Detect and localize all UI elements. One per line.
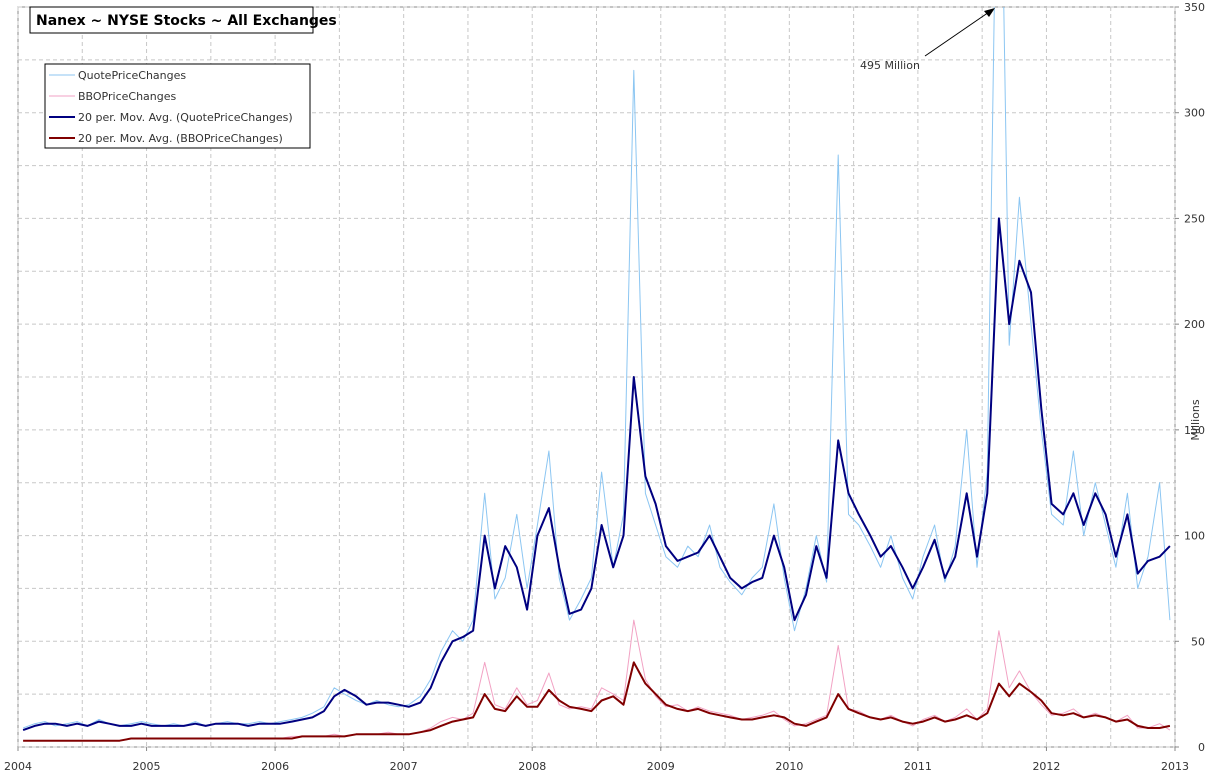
y-tick-label: 350 [1184,1,1205,14]
x-tick-label: 2013 [1161,760,1189,773]
legend-label: 20 per. Mov. Avg. (BBOPriceChanges) [78,132,283,145]
axes: 0 50 100 150 200 250 300 350 2004 2005 2006 2007 200… [4,1,1205,773]
y-tick-label: 100 [1184,530,1205,543]
chart-title: Nanex ~ NYSE Stocks ~ All Exchanges [36,13,337,29]
annotation-arrow [924,9,993,57]
x-tick-label: 2010 [775,760,803,773]
legend: QuotePriceChanges BBOPriceChanges 20 per. … [44,63,311,149]
y-tick-label: 250 [1184,212,1205,225]
x-tick-label: 2007 [390,760,418,773]
legend-label: QuotePriceChanges [78,69,186,82]
x-tick-label: 2004 [4,760,32,773]
y-tick-label: 50 [1191,635,1205,648]
series-line [23,661,1171,742]
title-box [29,6,314,34]
arrow-head [984,8,995,17]
legend-box [44,63,311,149]
annotation: 495 Million [860,59,920,72]
y-axis-label: Millions [1189,399,1202,440]
legend-label: 20 per. Mov. Avg. (QuotePriceChanges) [78,111,293,124]
x-tick-label: 2006 [261,760,289,773]
legend-label: BBOPriceChanges [78,90,177,103]
y-tick-label: 300 [1184,107,1205,120]
x-tick-label: 2009 [647,760,675,773]
series-line [22,217,1171,732]
y-tick-label: 150 [1184,424,1205,437]
x-tick-label: 2008 [518,760,546,773]
x-tick-label: 2011 [904,760,932,773]
y-tick-label: 0 [1198,741,1205,754]
x-tick-label: 2012 [1032,760,1060,773]
grid [17,6,1176,748]
lines [22,7,1171,742]
y-tick-label: 200 [1184,318,1205,331]
x-tick-label: 2005 [133,760,161,773]
